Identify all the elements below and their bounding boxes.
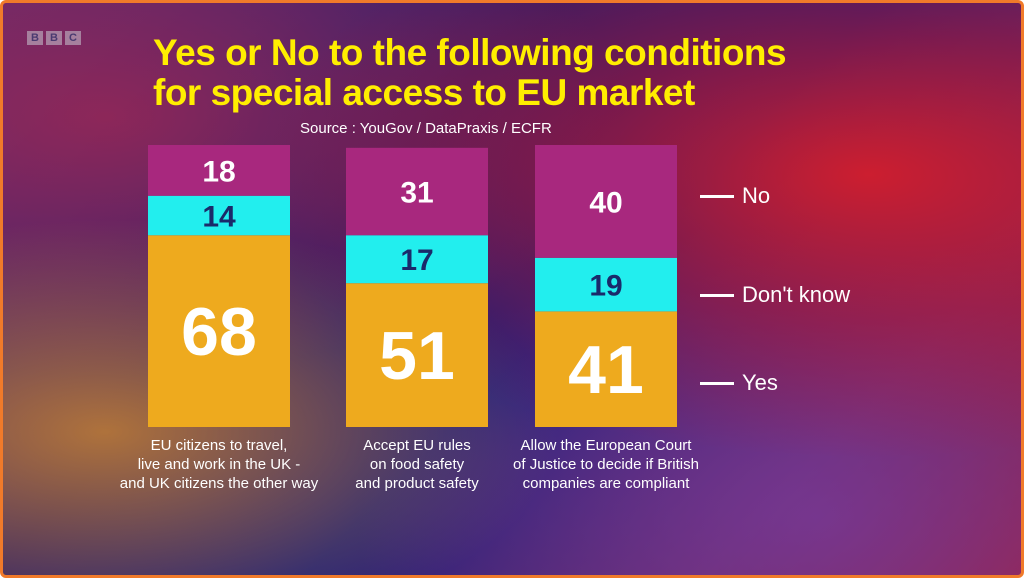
category-label-line: of Justice to decide if British — [513, 456, 699, 473]
legend-label: No — [742, 183, 771, 208]
category-label-line: companies are compliant — [522, 475, 690, 492]
bar-segment-don-t-know — [535, 257, 677, 312]
logo-letter: B — [46, 31, 62, 45]
logo-letter: B — [27, 31, 43, 45]
bar-segment-yes — [535, 311, 677, 427]
category-label-line: on food safety — [369, 456, 465, 473]
category-label-line: and product safety — [355, 475, 479, 492]
legend-no: No — [700, 183, 770, 209]
legend-label: Yes — [742, 370, 778, 395]
legend-dont-know: Don't know — [700, 282, 850, 308]
bar-segment-yes — [148, 235, 290, 427]
category-label-line: live and work in the UK - — [137, 456, 301, 473]
bar-segment-no — [346, 147, 488, 236]
legend-label: Don't know — [742, 282, 851, 307]
data-label: 51 — [379, 318, 455, 394]
bar-segment-no — [535, 145, 677, 258]
legend-yes: Yes — [700, 370, 778, 396]
data-label: 31 — [400, 177, 433, 210]
bar-segment-yes — [346, 283, 488, 427]
data-label: 68 — [181, 294, 257, 370]
category-label-line: Accept EU rules — [363, 437, 471, 454]
category-label: EU citizens to travel, live and work in t… — [114, 436, 324, 493]
category-label-line: and UK citizens the other way — [119, 475, 319, 492]
bar-segment-don-t-know — [346, 235, 488, 284]
data-label: 17 — [400, 244, 433, 277]
title-line: Yes or No to the following conditions — [153, 32, 787, 73]
category-label-line: Allow the European Court — [520, 437, 692, 454]
title-line: for special access to EU market — [153, 72, 695, 113]
data-label: 41 — [568, 332, 644, 408]
bbc-logo: B B C — [27, 31, 81, 45]
data-label: 19 — [589, 270, 622, 303]
bar-segment-don-t-know — [148, 195, 290, 236]
category-label: Accept EU rules on food safety and product… — [312, 436, 522, 493]
data-label: 40 — [589, 186, 622, 219]
plot-area: 68 14 18 51 17 31 41 19 40 — [148, 145, 677, 427]
legend-line — [700, 194, 734, 198]
legend-line — [700, 381, 734, 385]
legend-line — [700, 293, 734, 297]
data-label: 18 — [202, 155, 235, 188]
logo-letter: C — [65, 31, 81, 45]
chart-title: Yes or No to the following conditions fo… — [153, 32, 787, 113]
category-label: Allow the European Court of Justice to de… — [501, 436, 711, 493]
bar-segment-no — [148, 145, 290, 196]
category-label-line: EU citizens to travel, — [150, 437, 288, 454]
chart-source: Source : YouGov / DataPraxis / ECFR — [300, 120, 552, 137]
data-label: 14 — [202, 201, 236, 234]
